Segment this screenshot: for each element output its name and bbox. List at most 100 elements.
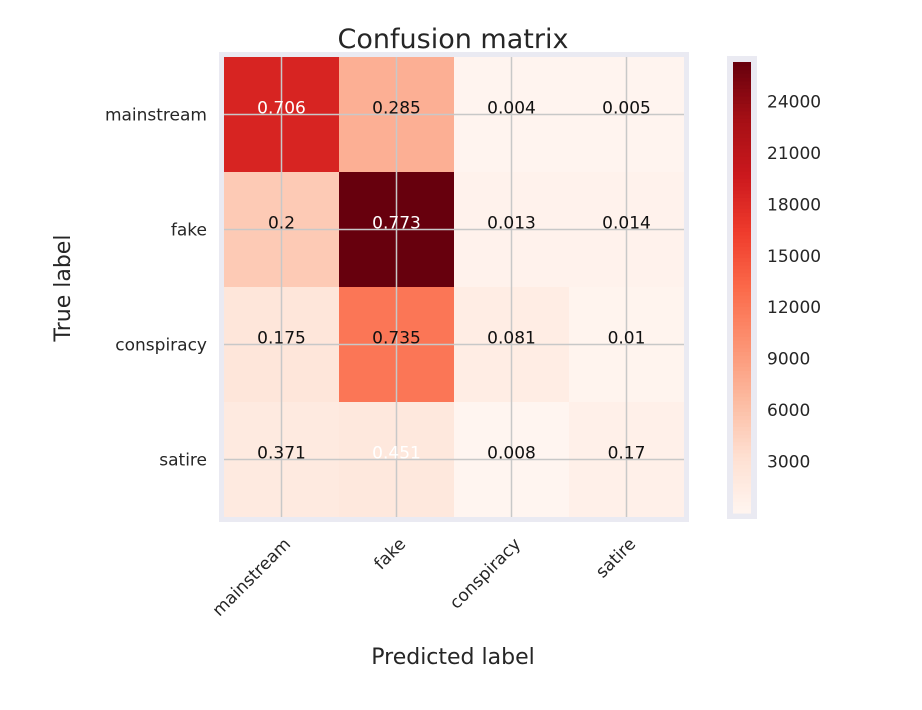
colorbar-segment bbox=[733, 407, 751, 413]
x-tick-label: mainstream bbox=[209, 534, 295, 620]
colorbar-segment bbox=[733, 137, 751, 142]
y-tick-label: conspiracy bbox=[115, 336, 207, 356]
colorbar-segment bbox=[733, 370, 751, 375]
colorbar-segment bbox=[733, 242, 751, 247]
colorbar-segment bbox=[733, 509, 751, 514]
colorbar-segment bbox=[733, 475, 751, 480]
colorbar-segment bbox=[733, 388, 751, 394]
colorbar-segment bbox=[733, 430, 751, 435]
colorbar: 3000 6000 9000 12000 15000 18000 21000 24000 bbox=[727, 56, 821, 519]
colorbar-segment bbox=[733, 464, 751, 469]
colorbar-segment bbox=[733, 212, 751, 217]
colorbar-segment bbox=[733, 490, 751, 495]
colorbar-segment bbox=[733, 336, 751, 341]
colorbar-segment bbox=[733, 148, 751, 153]
colorbar-segment bbox=[733, 400, 751, 405]
colorbar-segment bbox=[733, 366, 751, 371]
colorbar-segment bbox=[733, 325, 751, 330]
colorbar-segment bbox=[733, 287, 751, 292]
colorbar-segment bbox=[733, 283, 751, 289]
colorbar-tick-label: 6000 bbox=[767, 401, 810, 421]
colorbar-segment bbox=[733, 317, 751, 322]
colorbar-segment bbox=[733, 178, 751, 183]
colorbar-segment bbox=[733, 234, 751, 240]
colorbar-segment bbox=[733, 505, 751, 510]
cell-value-label: 0.175 bbox=[257, 329, 306, 349]
y-axis-label: True label bbox=[51, 235, 76, 343]
colorbar-segment bbox=[733, 422, 751, 428]
cell-value-label: 0.706 bbox=[257, 99, 306, 119]
colorbar-segment bbox=[733, 227, 751, 232]
colorbar-segment bbox=[733, 182, 751, 187]
colorbar-segment bbox=[733, 216, 751, 221]
colorbar-segment bbox=[733, 80, 751, 86]
y-tick-label: mainstream bbox=[105, 106, 207, 126]
y-tick-label: fake bbox=[171, 221, 207, 241]
colorbar-segment bbox=[733, 189, 751, 195]
cell-value-label: 0.013 bbox=[487, 214, 536, 234]
colorbar-segment bbox=[733, 482, 751, 488]
colorbar-segment bbox=[733, 129, 751, 135]
colorbar-segment bbox=[733, 347, 751, 352]
colorbar-segment bbox=[733, 193, 751, 198]
colorbar-segment bbox=[733, 201, 751, 206]
colorbar-segment bbox=[733, 494, 751, 499]
colorbar-segment bbox=[733, 246, 751, 251]
colorbar-segment bbox=[733, 456, 751, 461]
colorbar-segment bbox=[733, 103, 751, 108]
colorbar-segment bbox=[733, 313, 751, 319]
colorbar-tick-label: 9000 bbox=[767, 350, 810, 370]
colorbar-segment bbox=[733, 133, 751, 138]
colorbar-segment bbox=[733, 65, 751, 71]
colorbar-tick-label: 21000 bbox=[767, 144, 821, 164]
colorbar-segment bbox=[733, 238, 751, 243]
colorbar-segment bbox=[733, 415, 751, 420]
cell-value-label: 0.451 bbox=[372, 444, 421, 464]
colorbar-segment bbox=[733, 460, 751, 465]
cell-value-label: 0.735 bbox=[372, 329, 421, 349]
colorbar-segment bbox=[733, 392, 751, 398]
colorbar-segment bbox=[733, 107, 751, 112]
colorbar-segment bbox=[733, 486, 751, 492]
colorbar-segment bbox=[733, 441, 751, 446]
colorbar-segment bbox=[733, 358, 751, 364]
colorbar-segment bbox=[733, 114, 751, 119]
colorbar-segment bbox=[733, 404, 751, 409]
colorbar-segment bbox=[733, 197, 751, 202]
colorbar-segment bbox=[733, 204, 751, 210]
colorbar-segment bbox=[733, 125, 751, 131]
colorbar-segment bbox=[733, 310, 751, 315]
colorbar-segment bbox=[733, 362, 751, 368]
colorbar-segment bbox=[733, 321, 751, 326]
colorbar-segment bbox=[733, 385, 751, 390]
colorbar-segment bbox=[733, 449, 751, 454]
cell-value-label: 0.081 bbox=[487, 329, 536, 349]
colorbar-tick-label: 24000 bbox=[767, 92, 821, 112]
colorbar-segment bbox=[733, 355, 751, 360]
colorbar-segment bbox=[733, 88, 751, 93]
colorbar-segment bbox=[733, 276, 751, 281]
cell-value-label: 0.01 bbox=[608, 329, 646, 349]
colorbar-segment bbox=[733, 479, 751, 484]
colorbar-segment bbox=[733, 257, 751, 262]
cell-value-label: 0.004 bbox=[487, 99, 536, 119]
colorbar-segment bbox=[733, 396, 751, 401]
colorbar-segment bbox=[733, 377, 751, 383]
colorbar-segment bbox=[733, 332, 751, 337]
colorbar-segment bbox=[733, 163, 751, 168]
colorbar-segment bbox=[733, 174, 751, 180]
colorbar-segment bbox=[733, 437, 751, 443]
colorbar-segment bbox=[733, 253, 751, 259]
colorbar-segment bbox=[733, 249, 751, 255]
colorbar-segment bbox=[733, 279, 751, 285]
colorbar-segment bbox=[733, 373, 751, 379]
colorbar-segment bbox=[733, 186, 751, 191]
colorbar-segment bbox=[733, 62, 751, 67]
chart-title: Confusion matrix bbox=[338, 24, 569, 55]
cell-value-label: 0.2 bbox=[268, 214, 295, 234]
colorbar-segment bbox=[733, 340, 751, 345]
cell-value-label: 0.17 bbox=[608, 444, 646, 464]
colorbar-segment bbox=[733, 411, 751, 416]
colorbar-segment bbox=[733, 152, 751, 157]
